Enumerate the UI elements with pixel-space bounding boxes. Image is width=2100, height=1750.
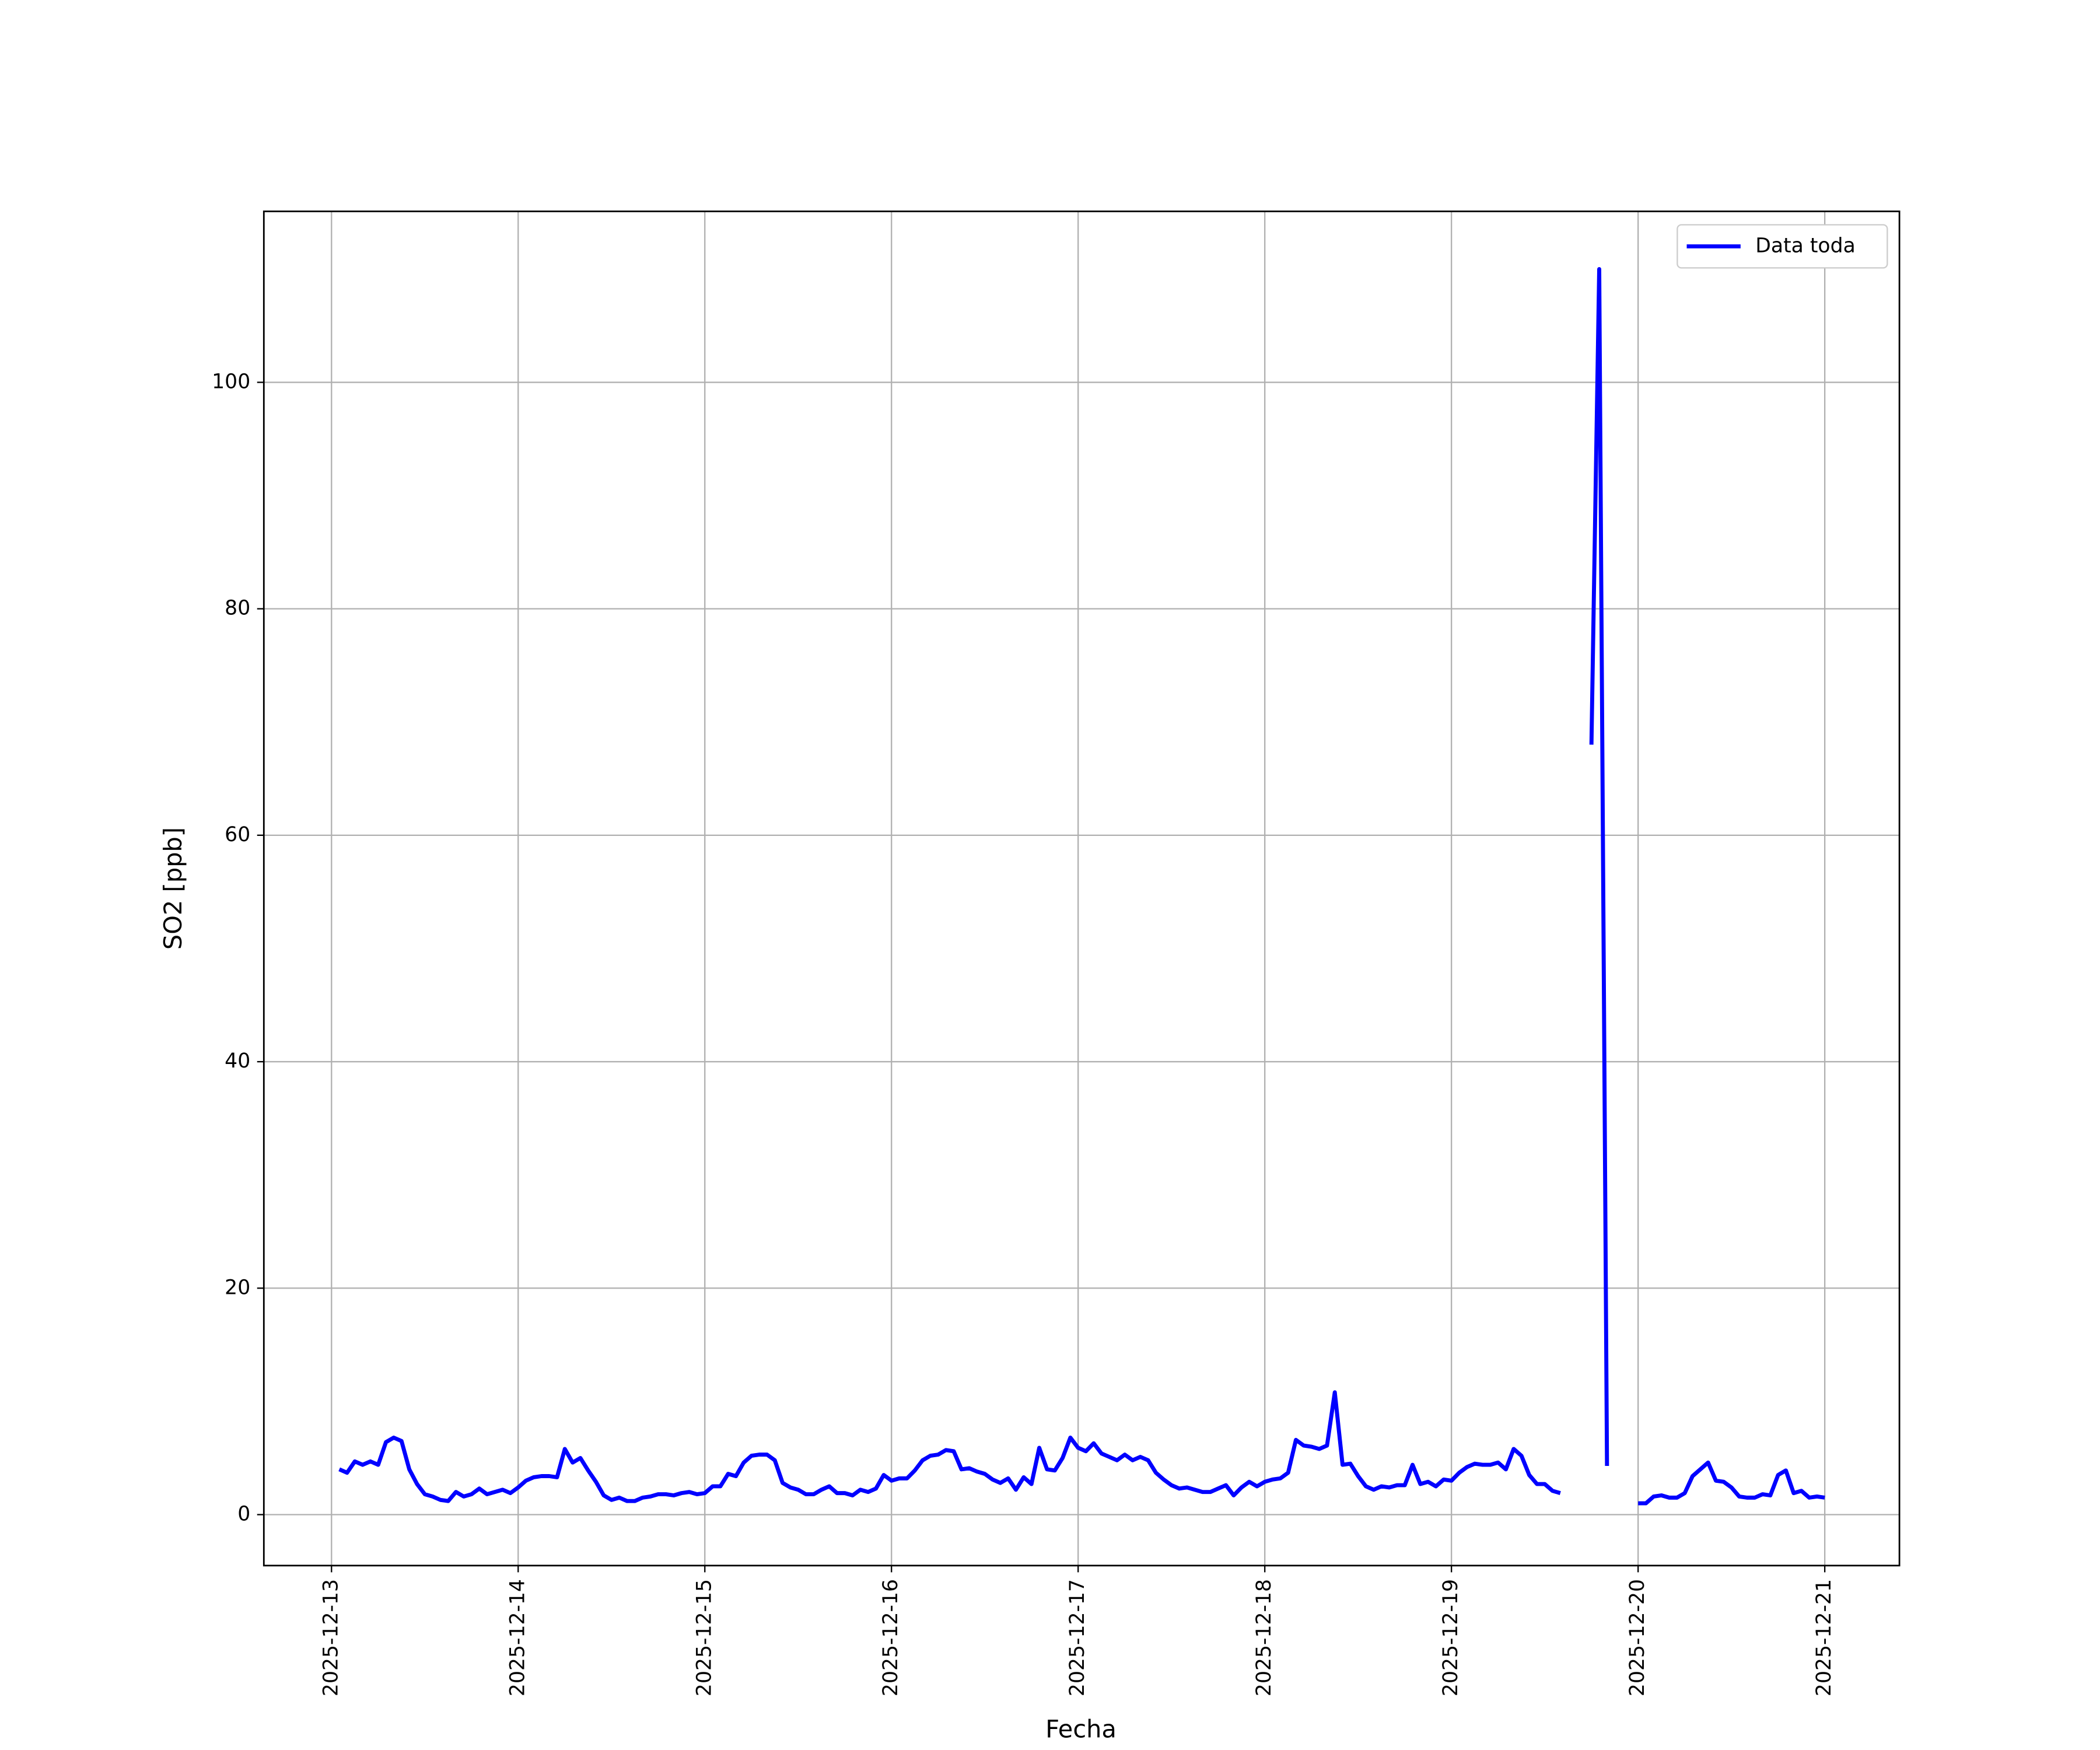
- x-tick-label: 2025-12-15: [692, 1579, 716, 1696]
- data-line: [338, 267, 1825, 1506]
- x-tick-label: 2025-12-21: [1812, 1579, 1836, 1696]
- y-axis-label: SO2 [ppb]: [159, 827, 187, 950]
- legend-box: [1676, 224, 1888, 269]
- plot-frame: [262, 210, 1901, 1567]
- x-tick-label: 2025-12-17: [1066, 1579, 1089, 1696]
- x-tick-label: 2025-12-13: [319, 1579, 342, 1696]
- y-tick-label: 0: [237, 1502, 250, 1525]
- x-tick-label: 2025-12-18: [1252, 1579, 1276, 1696]
- y-tick-label: 100: [212, 370, 250, 393]
- y-tick-label: 40: [225, 1049, 250, 1073]
- legend-label: Data toda: [1755, 234, 1856, 257]
- y-tick-label: 60: [225, 823, 250, 846]
- y-tick-label: 20: [225, 1276, 250, 1299]
- x-tick-label: 2025-12-14: [506, 1579, 529, 1696]
- x-axis-label: Fecha: [1045, 1715, 1116, 1744]
- x-tick-label: 2025-12-20: [1626, 1579, 1649, 1696]
- x-tick-label: 2025-12-19: [1439, 1579, 1462, 1696]
- y-tick-label: 80: [225, 597, 250, 620]
- x-tick-label: 2025-12-16: [879, 1579, 902, 1696]
